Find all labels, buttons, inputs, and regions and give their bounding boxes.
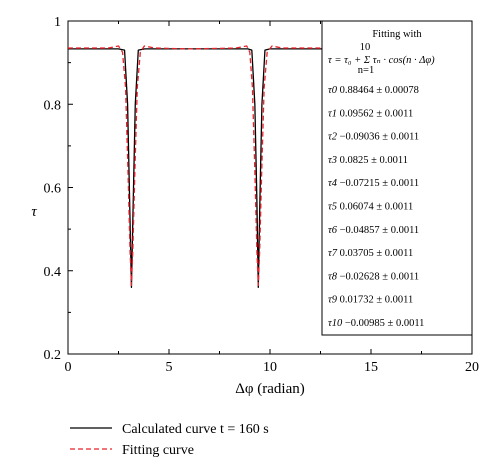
y-tick-label: 0.8 [44,98,62,113]
fit-coefficient-value: 0.0825 ± 0.0011 [340,155,408,166]
fit-coefficient-symbol: τ0 [328,85,340,96]
y-tick-label: 0.6 [44,182,62,197]
fit-coefficient-value: 0.01732 ± 0.0011 [340,295,414,306]
fit-coefficient-symbol: τ1 [328,108,340,119]
x-tick-label: 15 [364,360,378,375]
fit-coefficient-value: −0.04857 ± 0.0011 [340,225,420,236]
fit-coefficient-symbol: τ8 [328,271,340,282]
fit-coefficient-10: τ10 −0.00985 ± 0.0011 [328,318,424,329]
fit-coefficient-4: τ4 −0.07215 ± 0.0011 [328,178,419,189]
fit-coefficient-symbol: τ4 [328,178,340,189]
fit-coefficient-value: 0.88464 ± 0.00078 [340,85,419,96]
fit-box-title: Fitting with [372,29,422,40]
y-tick-label: 0.2 [44,348,62,363]
fit-coefficient-8: τ8 −0.02628 ± 0.0011 [328,271,419,282]
fit-coefficient-9: τ9 0.01732 ± 0.0011 [328,295,413,306]
fit-coefficient-3: τ3 0.0825 ± 0.0011 [328,155,408,166]
fit-coefficient-0: τ0 0.88464 ± 0.00078 [328,85,419,96]
series-layer [68,45,323,289]
fit-coefficient-value: −0.02628 ± 0.0011 [340,271,420,282]
x-tick-label: 10 [263,360,277,375]
fit-coefficient-value: −0.07215 ± 0.0011 [340,178,420,189]
fit-coefficient-symbol: τ5 [328,202,340,213]
fit-coefficient-1: τ1 0.09562 ± 0.0011 [328,108,413,119]
fit-sum-upper: 10 [360,42,371,53]
fit-coefficient-symbol: τ2 [328,132,340,143]
fit-equation: τ = τ₀ + Σ τₙ · cos(n · Δφ) [328,55,435,66]
x-tick-label: 0 [65,360,72,375]
fit-coefficient-value: 0.06074 ± 0.0011 [340,202,414,213]
series-fitting-curve [68,45,323,286]
y-tick-label: 0.4 [44,265,62,280]
fit-coefficient-symbol: τ7 [328,248,340,259]
fit-coefficient-value: 0.03705 ± 0.0011 [340,248,414,259]
fit-coefficient-2: τ2 −0.09036 ± 0.0011 [328,132,419,143]
fit-coefficient-symbol: τ3 [328,155,340,166]
fit-coefficient-value: 0.09562 ± 0.0011 [340,108,414,119]
fit-coefficient-symbol: τ9 [328,295,340,306]
fit-coefficient-6: τ6 −0.04857 ± 0.0011 [328,225,419,236]
fit-sum-lower: n=1 [358,65,374,76]
fit-coefficient-7: τ7 0.03705 ± 0.0011 [328,248,413,259]
fit-coefficient-5: τ5 0.06074 ± 0.0011 [328,202,413,213]
y-tick-label: 1 [54,15,61,30]
fit-coefficient-symbol: τ10 [328,318,345,329]
axis-tick-labels: 0 5 10 15 20 0.2 0.4 0.6 0.8 1 [44,15,480,375]
fit-parameters-box: Fitting with 10 τ = τ₀ + Σ τₙ · cos(n · … [321,20,473,336]
x-tick-label: 20 [465,360,479,375]
series-calculated-curve [68,48,323,289]
legend-label-fitting: Fitting curve [122,443,194,458]
x-tick-label: 5 [166,360,173,375]
y-axis-label: τ [31,204,37,220]
fit-coefficient-value: −0.09036 ± 0.0011 [340,132,420,143]
legend: Calculated curve t = 160 s Fitting curve [70,422,269,458]
x-axis-label: Δφ (radian) [235,381,305,397]
fit-coefficient-value: −0.00985 ± 0.0011 [345,318,425,329]
fit-coefficient-symbol: τ6 [328,225,340,236]
legend-label-calculated: Calculated curve t = 160 s [122,422,269,437]
fit-box-border [321,20,473,336]
